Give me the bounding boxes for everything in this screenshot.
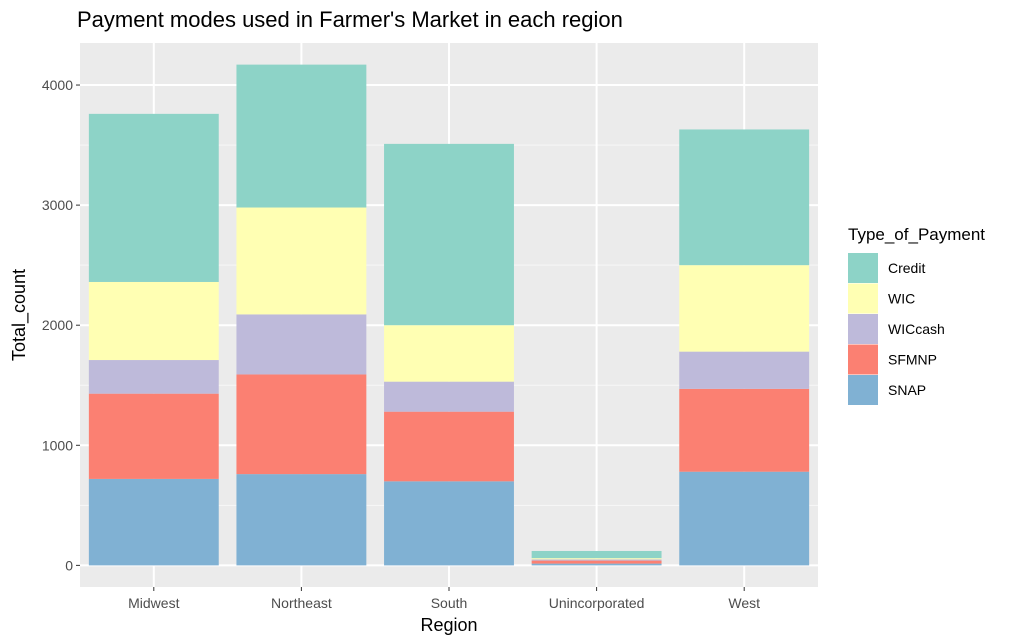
legend-key-credit (848, 253, 878, 283)
y-tick-label: 0 (65, 557, 73, 573)
bar-sfmnp-west (679, 388, 810, 472)
bar-wic-midwest (88, 281, 219, 361)
bar-credit-northeast (236, 64, 367, 208)
bar-credit-unincorporated (531, 550, 662, 559)
bar-credit-west (679, 129, 810, 266)
legend-label-wiccash: WICcash (888, 321, 945, 337)
x-axis-title: Region (420, 615, 477, 635)
bar-wiccash-south (384, 381, 514, 412)
legend: Type_of_Payment Credit WIC WICcash SFMNP SNA… (848, 225, 985, 405)
legend-title: Type_of_Payment (848, 225, 985, 244)
x-tick-label: Northeast (271, 595, 332, 611)
bar-wiccash-west (679, 351, 810, 389)
y-tick-label: 1000 (42, 437, 73, 453)
bar-snap-south (384, 481, 514, 566)
bar-credit-midwest (88, 113, 219, 282)
bar-snap-west (679, 471, 810, 566)
bar-wic-unincorporated (531, 558, 662, 560)
bar-wiccash-midwest (88, 360, 219, 394)
bar-wic-west (679, 265, 810, 352)
bar-sfmnp-northeast (236, 374, 367, 475)
bar-snap-midwest (88, 478, 219, 566)
bar-sfmnp-midwest (88, 393, 219, 479)
legend-key-sfmnp (848, 344, 878, 375)
bar-snap-northeast (236, 474, 367, 566)
bar-wiccash-northeast (236, 314, 367, 375)
bar-sfmnp-south (384, 411, 514, 482)
bar-snap-unincorporated (531, 563, 662, 566)
legend-key-wic (848, 283, 878, 314)
bar-sfmnp-unincorporated (531, 560, 662, 564)
bar-wiccash-unincorporated (531, 559, 662, 561)
legend-key-snap (848, 375, 878, 405)
x-tick-label: Unincorporated (549, 595, 645, 611)
x-tick-label: South (431, 595, 468, 611)
legend-label-credit: Credit (888, 260, 925, 276)
legend-label-snap: SNAP (888, 382, 926, 398)
y-tick-label: 2000 (42, 317, 73, 333)
axes: 0 1000 2000 3000 4000 Midwest Northeast South Un… (42, 77, 760, 611)
bar-wic-northeast (236, 207, 367, 315)
x-tick-label: West (728, 595, 760, 611)
x-tick-label: Midwest (128, 595, 179, 611)
y-axis-title: Total_count (9, 269, 30, 361)
legend-label-sfmnp: SFMNP (888, 352, 937, 368)
legend-key-wiccash (848, 314, 878, 344)
legend-label-wic: WIC (888, 291, 915, 307)
y-tick-label: 3000 (42, 197, 73, 213)
bar-credit-south (384, 143, 514, 326)
bars (88, 64, 810, 566)
chart-title: Payment modes used in Farmer's Market in… (77, 7, 623, 32)
bar-wic-south (384, 325, 514, 382)
y-tick-label: 4000 (42, 77, 73, 93)
